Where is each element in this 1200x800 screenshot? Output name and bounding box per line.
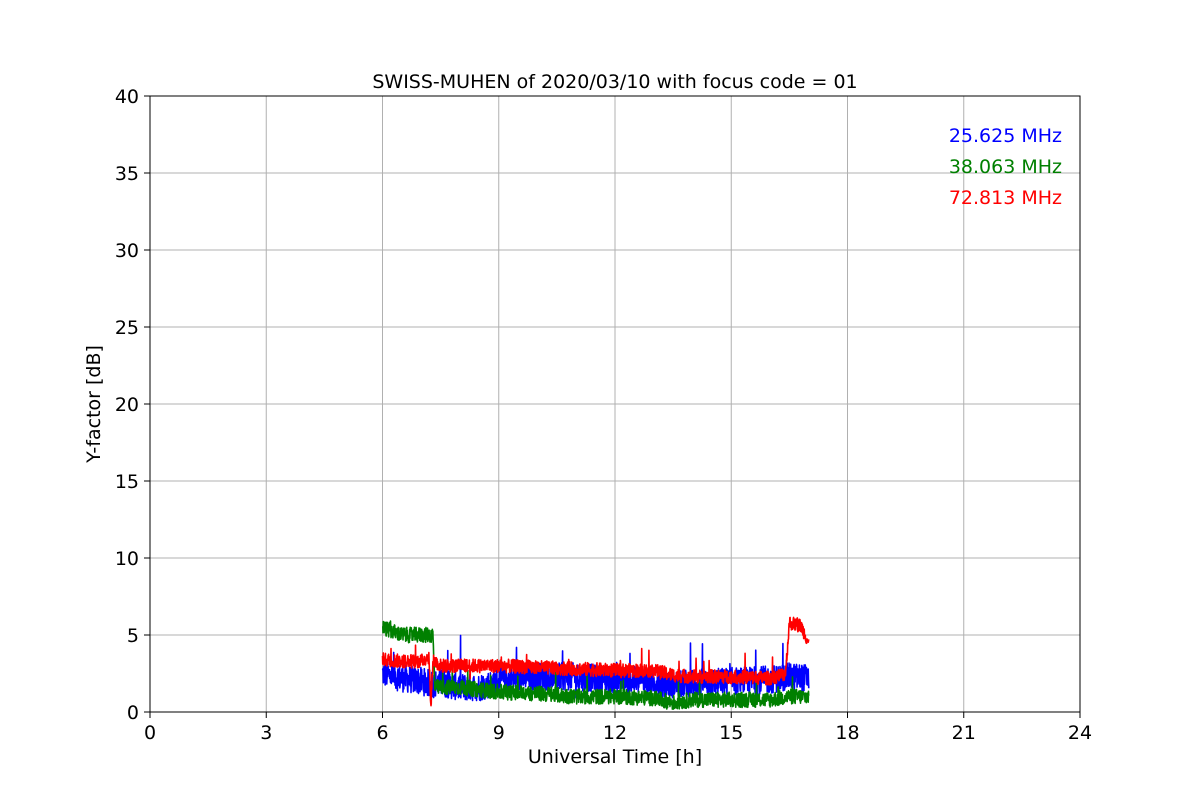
ticks: 0 3 6 9 12 15 18 21 24 0 5 10 15 20 25 30 35 40 [115, 86, 1092, 744]
series-line-1 [381, 620, 810, 710]
x-axis-label: Universal Time [h] [528, 746, 702, 768]
y-tick-label: 35 [115, 163, 139, 185]
series-group [381, 616, 810, 710]
legend-entry: 38.063 MHz [949, 156, 1062, 178]
y-tick-label: 25 [115, 317, 139, 339]
y-tick-label: 40 [115, 86, 139, 108]
legend-entry: 25.625 MHz [949, 125, 1062, 147]
x-tick-label: 9 [493, 722, 505, 744]
x-tick-label: 3 [260, 722, 272, 744]
x-tick-label: 15 [719, 722, 743, 744]
y-tick-label: 20 [115, 394, 139, 416]
y-tick-label: 30 [115, 240, 139, 262]
y-tick-label: 5 [127, 625, 139, 647]
x-tick-label: 6 [376, 722, 388, 744]
x-tick-label: 21 [952, 722, 976, 744]
x-tick-label: 18 [835, 722, 859, 744]
x-tick-label: 24 [1068, 722, 1092, 744]
y-tick-label: 0 [127, 702, 139, 724]
y-axis-label: Y-factor [dB] [83, 345, 105, 464]
chart-title: SWISS-MUHEN of 2020/03/10 with focus cod… [372, 71, 857, 93]
legend-entry: 72.813 MHz [949, 187, 1062, 209]
y-tick-label: 10 [115, 548, 139, 570]
legend: 25.625 MHz 38.063 MHz 72.813 MHz [949, 125, 1062, 209]
x-tick-label: 12 [603, 722, 627, 744]
y-tick-label: 15 [115, 471, 139, 493]
series-line-2 [381, 616, 810, 707]
x-tick-label: 0 [144, 722, 156, 744]
